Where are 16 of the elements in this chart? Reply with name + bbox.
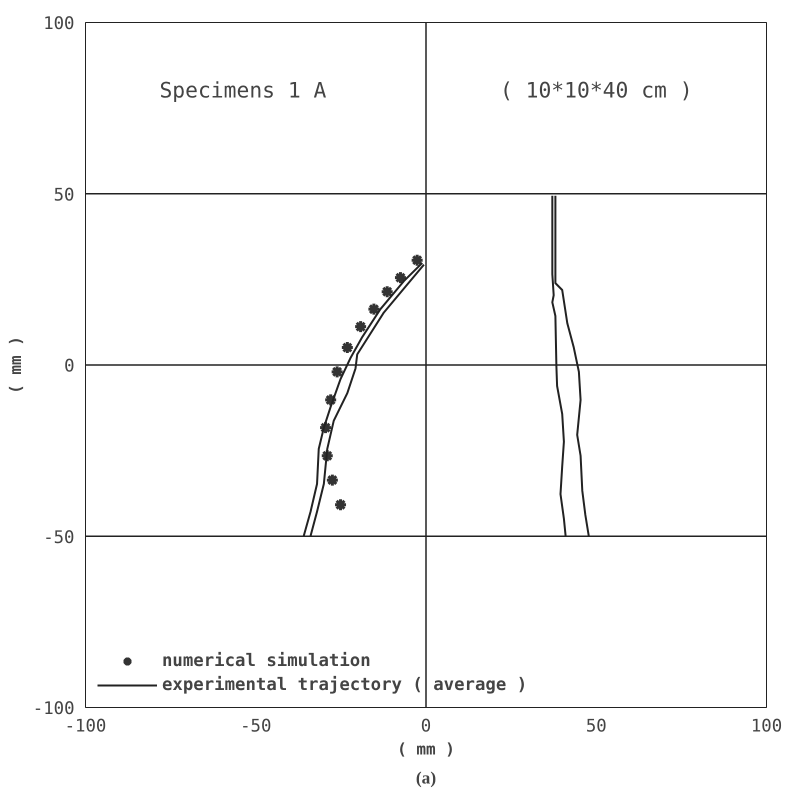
y-axis-title: ( mm ) xyxy=(6,336,25,394)
y-tick-label: 100 xyxy=(43,14,75,34)
y-tick-label: -50 xyxy=(43,528,75,548)
x-tick-label: -50 xyxy=(240,716,272,736)
legend-label: experimental trajectory ( average ) xyxy=(162,675,528,695)
text: ( 10*10*40 cm ) xyxy=(500,78,693,104)
x-tick-label: 0 xyxy=(420,716,432,736)
y-tick-label: 0 xyxy=(64,356,75,376)
text: Specimens 1 A xyxy=(159,78,327,104)
legend-label: numerical simulation xyxy=(162,651,371,671)
x-tick-label: 50 xyxy=(586,716,607,736)
text: (a) xyxy=(416,768,436,788)
x-tick-label: 100 xyxy=(750,716,782,736)
y-tick-label: 50 xyxy=(54,185,75,206)
y-tick-label: -100 xyxy=(32,699,75,719)
x-axis-title: ( mm ) xyxy=(397,740,455,758)
